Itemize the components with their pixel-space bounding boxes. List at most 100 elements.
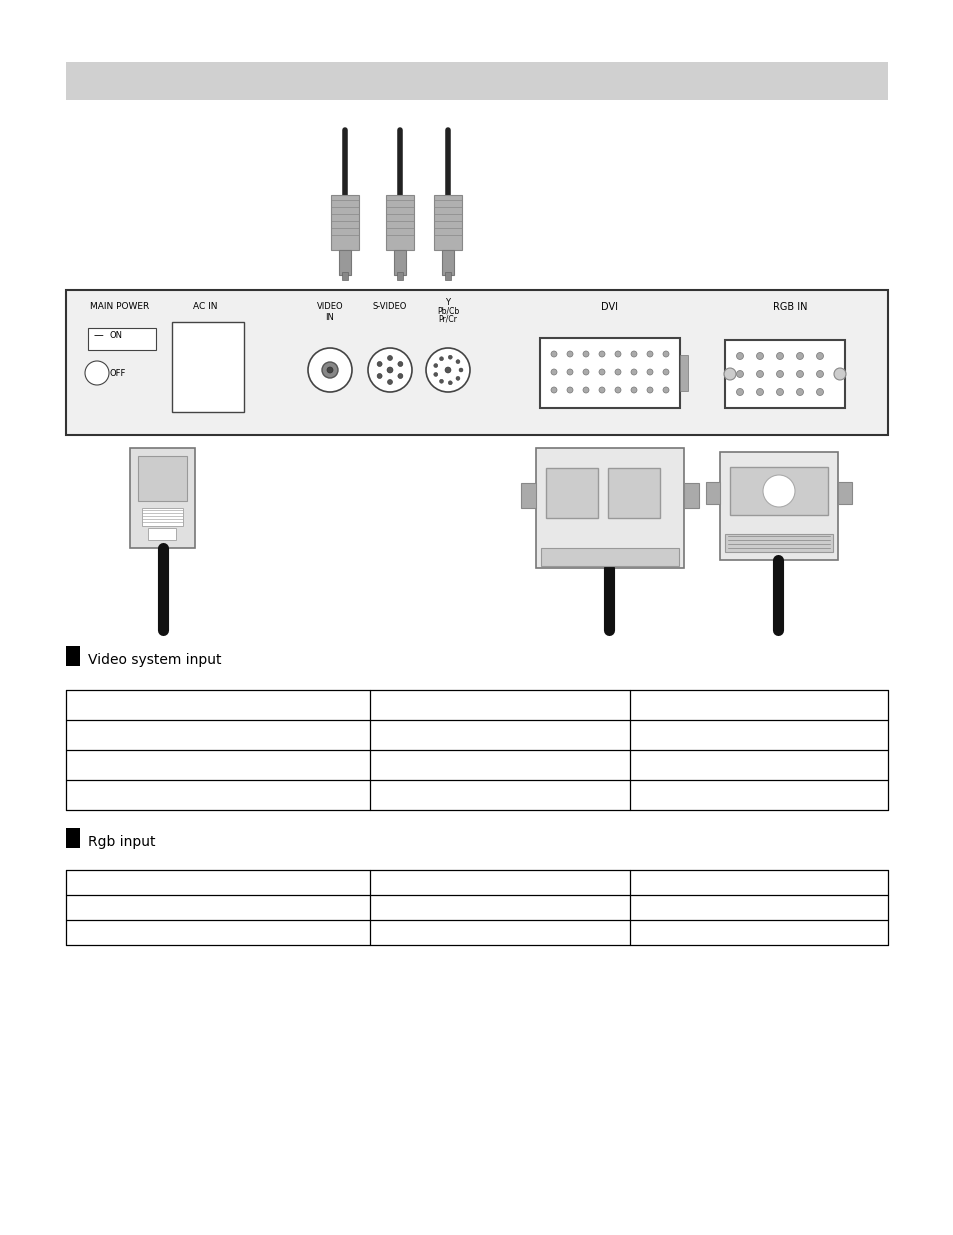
Bar: [66, 62, 887, 100]
Circle shape: [566, 351, 573, 357]
Bar: [444, 272, 451, 280]
Circle shape: [387, 367, 393, 373]
Circle shape: [566, 369, 573, 375]
Bar: [331, 195, 358, 249]
Bar: [172, 322, 244, 412]
Circle shape: [776, 352, 782, 359]
Circle shape: [456, 359, 459, 363]
Bar: [540, 548, 679, 566]
Bar: [66, 827, 80, 848]
Bar: [520, 483, 536, 508]
Circle shape: [796, 370, 802, 378]
Circle shape: [662, 351, 668, 357]
Bar: [148, 529, 175, 540]
Circle shape: [736, 370, 742, 378]
Text: ON: ON: [110, 331, 123, 340]
Bar: [341, 272, 348, 280]
Circle shape: [736, 352, 742, 359]
Circle shape: [448, 356, 452, 359]
Text: —: —: [94, 330, 104, 340]
Text: VIDEO
IN: VIDEO IN: [316, 303, 343, 322]
Circle shape: [426, 348, 470, 391]
Bar: [539, 338, 679, 408]
Circle shape: [630, 351, 637, 357]
Circle shape: [598, 387, 604, 393]
Circle shape: [456, 377, 459, 380]
Circle shape: [397, 373, 402, 378]
Bar: [545, 468, 598, 517]
Bar: [720, 452, 837, 559]
Bar: [434, 195, 461, 249]
Circle shape: [662, 387, 668, 393]
Bar: [837, 482, 851, 504]
Bar: [88, 329, 156, 350]
Bar: [338, 249, 351, 275]
Bar: [705, 482, 720, 504]
Circle shape: [776, 370, 782, 378]
Bar: [396, 272, 402, 280]
Circle shape: [434, 373, 437, 377]
Circle shape: [615, 351, 620, 357]
Circle shape: [662, 369, 668, 375]
Text: MAIN POWER: MAIN POWER: [91, 303, 150, 311]
Circle shape: [833, 368, 845, 380]
Bar: [66, 646, 80, 666]
Text: DVI: DVI: [601, 303, 618, 312]
Circle shape: [85, 361, 109, 385]
Circle shape: [816, 389, 822, 395]
Bar: [130, 448, 194, 548]
Circle shape: [308, 348, 352, 391]
Circle shape: [598, 351, 604, 357]
Circle shape: [327, 367, 333, 373]
Circle shape: [376, 362, 382, 367]
Circle shape: [598, 369, 604, 375]
Circle shape: [796, 389, 802, 395]
Circle shape: [816, 370, 822, 378]
Circle shape: [368, 348, 412, 391]
Circle shape: [582, 387, 588, 393]
Circle shape: [646, 369, 652, 375]
Circle shape: [439, 379, 443, 383]
Bar: [729, 467, 827, 515]
Circle shape: [582, 351, 588, 357]
Bar: [724, 340, 844, 408]
Bar: [607, 468, 659, 517]
Text: Video system input: Video system input: [88, 653, 221, 667]
Circle shape: [615, 387, 620, 393]
Text: AC IN: AC IN: [193, 303, 217, 311]
Circle shape: [448, 380, 452, 385]
Circle shape: [646, 387, 652, 393]
Bar: [386, 195, 414, 249]
Circle shape: [762, 475, 794, 508]
Circle shape: [434, 363, 437, 368]
Text: S-VIDEO: S-VIDEO: [373, 303, 407, 311]
Circle shape: [439, 357, 443, 361]
Circle shape: [756, 370, 762, 378]
Circle shape: [376, 373, 382, 378]
Text: Pb/Cb: Pb/Cb: [436, 306, 458, 315]
Circle shape: [566, 387, 573, 393]
Circle shape: [816, 352, 822, 359]
Bar: [536, 448, 683, 568]
Text: OFF: OFF: [110, 368, 126, 378]
Circle shape: [756, 389, 762, 395]
Circle shape: [582, 369, 588, 375]
Circle shape: [630, 369, 637, 375]
Text: Pr/Cr: Pr/Cr: [438, 314, 456, 324]
Bar: [441, 249, 454, 275]
Circle shape: [723, 368, 735, 380]
Circle shape: [444, 367, 451, 373]
Circle shape: [646, 351, 652, 357]
Circle shape: [776, 389, 782, 395]
Text: RGB IN: RGB IN: [772, 303, 806, 312]
Bar: [138, 456, 187, 501]
Circle shape: [551, 387, 557, 393]
Circle shape: [736, 389, 742, 395]
Circle shape: [615, 369, 620, 375]
Circle shape: [756, 352, 762, 359]
Bar: [66, 290, 887, 435]
Bar: [679, 354, 687, 391]
Circle shape: [397, 362, 402, 367]
Circle shape: [458, 368, 462, 372]
Circle shape: [796, 352, 802, 359]
